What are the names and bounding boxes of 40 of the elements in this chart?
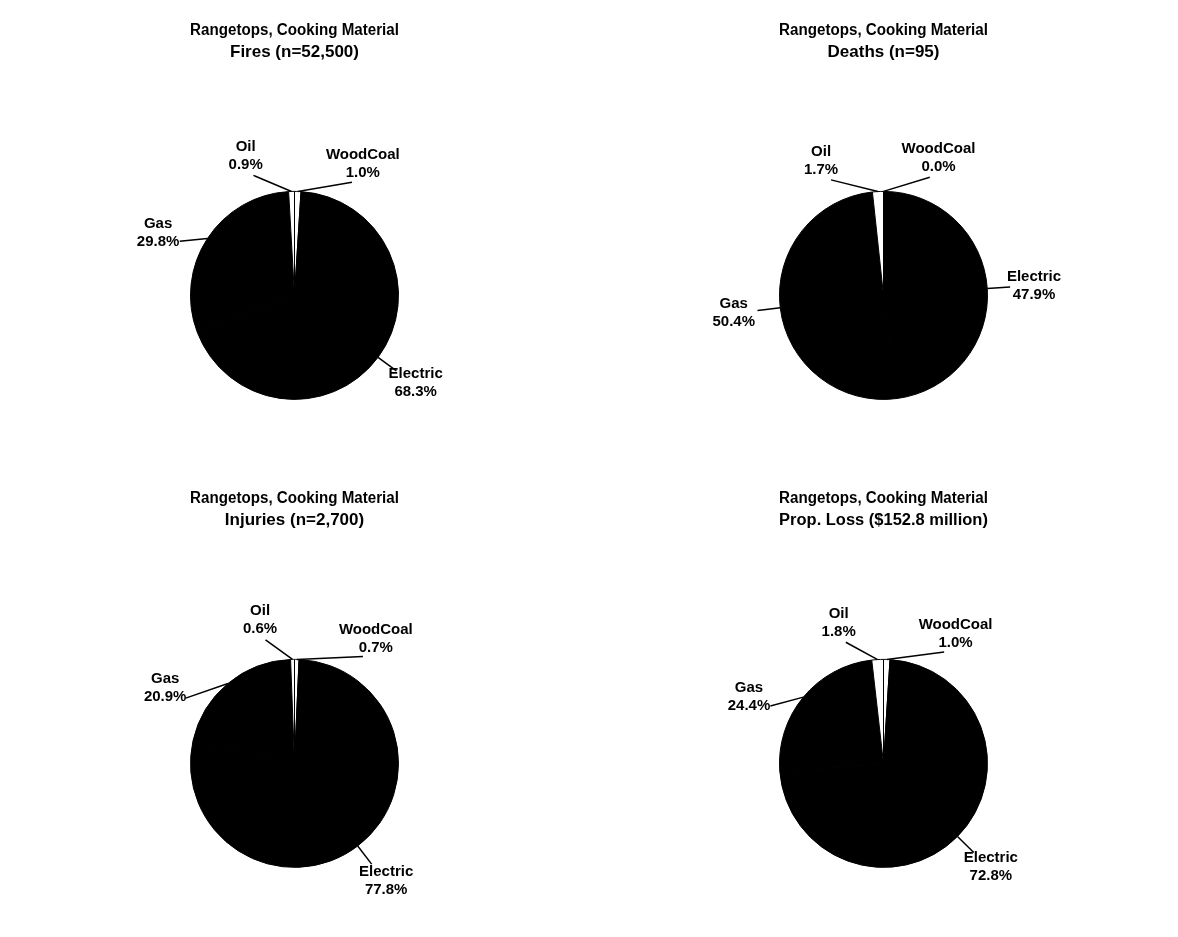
slice-label: Oil — [811, 142, 832, 160]
chart-subtitle: Deaths (n=95) — [827, 42, 940, 62]
data-label: 1.7% — [803, 160, 839, 178]
data-label: 1.8% — [821, 621, 856, 639]
data-label: 50.4% — [712, 312, 756, 330]
slice-label: Electric — [388, 364, 443, 382]
chart-title: Rangetops, Cooking Material — [190, 19, 399, 39]
data-label: 20.9% — [143, 686, 187, 704]
slice-label: Electric — [1006, 266, 1062, 284]
slice-label: Gas — [719, 294, 748, 312]
data-label: 0.9% — [228, 154, 263, 172]
data-label: 1.0% — [345, 162, 380, 180]
data-label: 68.3% — [394, 382, 437, 400]
data-label: 77.8% — [364, 879, 408, 897]
data-label: 0.6% — [242, 618, 278, 636]
data-label: 0.7% — [358, 638, 393, 656]
text: 0.0% — [921, 157, 956, 175]
category-label: WoodCoal — [901, 139, 976, 157]
slice-label: Gas — [143, 213, 173, 231]
chart-subtitle: Prop. Loss ($152.8 million) — [779, 510, 988, 530]
chart-subtitle: Injuries (n=2,700) — [224, 510, 365, 530]
chart-subtitle: Fires (n=52,500) — [230, 42, 359, 62]
slice-label: Electric — [963, 848, 1018, 866]
chart-title: Rangetops, Cooking Material — [779, 487, 988, 507]
slice-label: WoodCoal — [338, 620, 413, 638]
data-label: 47.9% — [1012, 284, 1056, 302]
data-label: 29.8% — [136, 231, 180, 249]
slice-label: Oil — [828, 603, 849, 621]
slice-label: Gas — [734, 677, 764, 695]
slice-label: Gas — [151, 668, 180, 686]
slice-label: Electric — [359, 861, 414, 879]
slice-label: WoodCoal — [325, 144, 400, 162]
slice-label: Oil — [235, 136, 256, 154]
data-label: 24.4% — [727, 695, 771, 713]
chart-title: Rangetops, Cooking Material — [779, 19, 988, 39]
slice-label: WoodCoal — [918, 614, 993, 632]
data-label: 1.0% — [938, 632, 973, 650]
slice-label: Oil — [250, 600, 271, 618]
data-label: 72.8% — [969, 866, 1013, 884]
chart-title: Rangetops, Cooking Material — [190, 487, 399, 507]
